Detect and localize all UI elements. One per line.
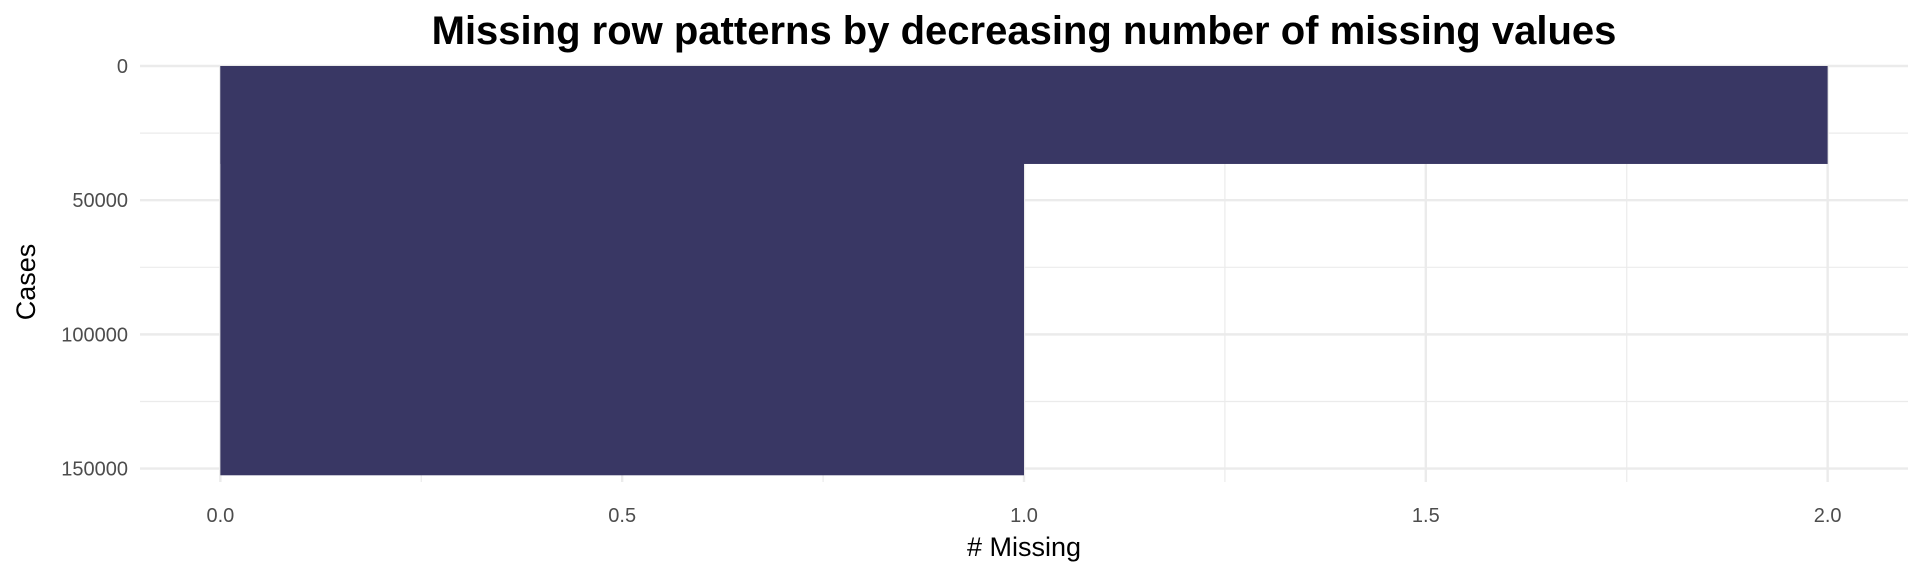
- x-axis-title: # Missing: [967, 532, 1081, 562]
- y-tick-label: 150000: [61, 459, 128, 481]
- x-tick-label: 0.0: [206, 505, 234, 527]
- x-tick-label: 0.5: [608, 505, 636, 527]
- y-tick-label: 50000: [72, 190, 128, 212]
- x-tick-label: 1.5: [1412, 505, 1440, 527]
- y-axis-title: Cases: [11, 244, 41, 321]
- y-axis-ticks: 0 50000 100000 150000: [61, 56, 128, 481]
- x-tick-label: 1.0: [1010, 505, 1038, 527]
- x-tick-label: 2.0: [1814, 505, 1842, 527]
- x-axis-ticks: 0.0 0.5 1.0 1.5 2.0: [206, 505, 1841, 527]
- bars: [220, 66, 1828, 476]
- chart-title: Missing row patterns by decreasing numbe…: [432, 9, 1617, 53]
- y-tick-label: 0: [117, 56, 128, 78]
- y-tick-label: 100000: [61, 324, 128, 346]
- bar-1: [220, 66, 1024, 476]
